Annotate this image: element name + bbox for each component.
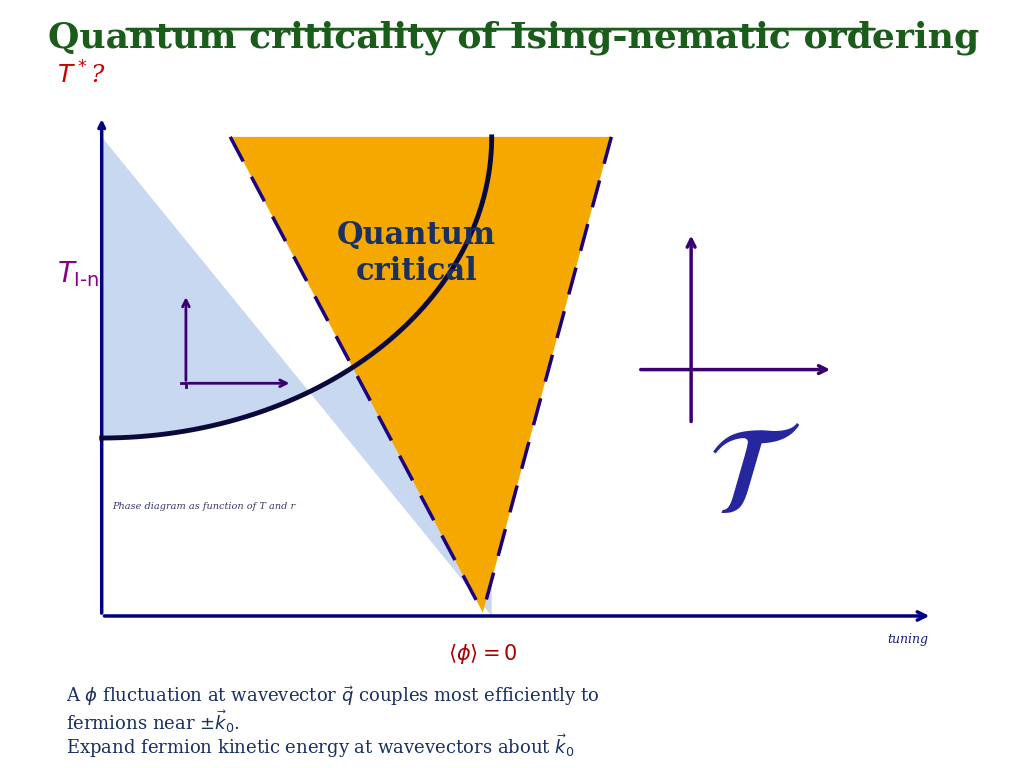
Text: A $\phi$ fluctuation at wavevector $\vec{q}$ couples most efficiently to: A $\phi$ fluctuation at wavevector $\vec…	[67, 684, 600, 708]
Text: $\langle\phi\rangle = 0$: $\langle\phi\rangle = 0$	[449, 641, 517, 666]
Text: Phase diagram as function of T and r: Phase diagram as function of T and r	[112, 502, 295, 511]
Text: tuning: tuning	[888, 633, 929, 646]
Text: Quantum criticality of Ising-nematic ordering: Quantum criticality of Ising-nematic ord…	[48, 21, 980, 55]
Text: Quantum
critical: Quantum critical	[337, 220, 496, 286]
Polygon shape	[230, 137, 611, 613]
Text: $T^*$?: $T^*$?	[57, 61, 106, 89]
Text: $T_{\mathrm{I\text{-}n}}$: $T_{\mathrm{I\text{-}n}}$	[57, 259, 99, 289]
Polygon shape	[101, 137, 492, 616]
Text: fermions near $\pm\vec{k}_0$.: fermions near $\pm\vec{k}_0$.	[67, 708, 240, 735]
Text: Expand fermion kinetic energy at wavevectors about $\vec{k}_0$: Expand fermion kinetic energy at wavevec…	[67, 733, 574, 760]
Text: $\mathcal{T}$: $\mathcal{T}$	[707, 419, 800, 540]
